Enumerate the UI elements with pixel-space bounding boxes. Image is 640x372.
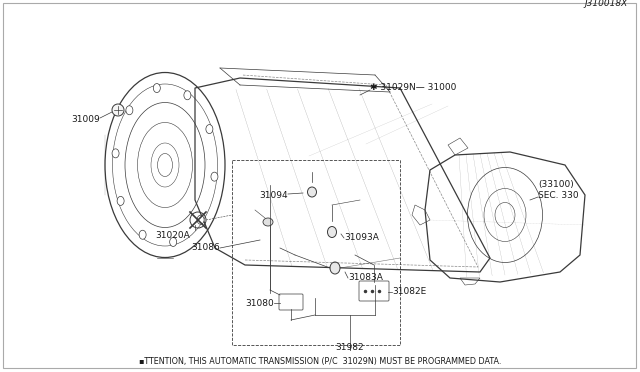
Ellipse shape <box>330 262 340 274</box>
Ellipse shape <box>154 84 161 93</box>
Ellipse shape <box>197 215 204 224</box>
Text: 31086: 31086 <box>191 244 220 253</box>
Text: 31982: 31982 <box>336 343 364 352</box>
Circle shape <box>112 104 124 116</box>
Ellipse shape <box>328 227 337 237</box>
Ellipse shape <box>117 196 124 205</box>
Ellipse shape <box>112 149 119 158</box>
Text: J310018X: J310018X <box>585 0 628 8</box>
Text: 31080: 31080 <box>245 298 274 308</box>
Text: SEC. 330: SEC. 330 <box>538 190 579 199</box>
Text: 31020A: 31020A <box>155 231 189 240</box>
Ellipse shape <box>206 125 213 134</box>
Ellipse shape <box>211 172 218 181</box>
Text: 31082E: 31082E <box>392 288 426 296</box>
Text: 31094: 31094 <box>259 190 288 199</box>
Text: 31093A: 31093A <box>344 234 379 243</box>
Text: (33100): (33100) <box>538 180 573 189</box>
Text: ▪TTENTION, THIS AUTOMATIC TRANSMISSION (P/C  31029N) MUST BE PROGRAMMED DATA.: ▪TTENTION, THIS AUTOMATIC TRANSMISSION (… <box>139 357 501 366</box>
Ellipse shape <box>307 187 317 197</box>
Ellipse shape <box>184 91 191 100</box>
Ellipse shape <box>126 106 133 115</box>
Ellipse shape <box>263 218 273 226</box>
Text: 31009: 31009 <box>71 115 100 125</box>
Ellipse shape <box>170 237 177 247</box>
Text: ✱ 31029N— 31000: ✱ 31029N— 31000 <box>370 83 456 93</box>
Text: 31083A: 31083A <box>348 273 383 282</box>
Ellipse shape <box>139 230 146 239</box>
